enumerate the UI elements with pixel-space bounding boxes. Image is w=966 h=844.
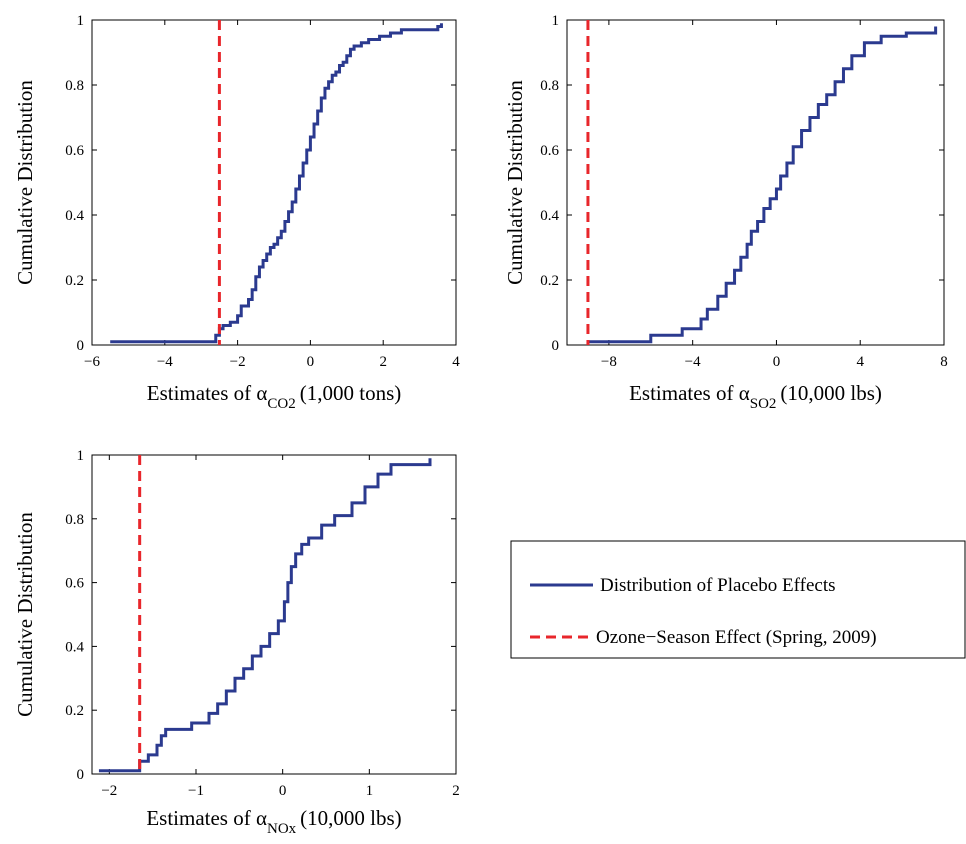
- legend: Distribution of Placebo Effects Ozone−Se…: [510, 540, 966, 659]
- x-tick-label: 0: [773, 354, 781, 370]
- x-axis-title-subscript: CO2: [267, 396, 295, 412]
- plot-frame: [91, 19, 457, 346]
- x-tick-label: 2: [452, 783, 460, 799]
- x-tick-label: 8: [940, 354, 948, 370]
- y-tick-label: 0.2: [65, 703, 84, 719]
- placebo-cdf-line: [587, 26, 938, 344]
- y-tick-label: 1: [77, 448, 85, 464]
- x-tick-label: 2: [379, 354, 387, 370]
- x-axis-title-suffix: (1,000 tons): [300, 381, 402, 405]
- y-tick-label: 0.8: [540, 78, 559, 94]
- x-axis-title-subscript: SO2: [750, 396, 777, 412]
- nox-panel: −2 −1 0 1 2 0 0.2 0.4 0.6 0.8 1 Estimates of αNOx (1…: [13, 448, 460, 837]
- x-axis-title: Estimates of αCO2 (1,000 tons): [147, 381, 402, 412]
- y-tick-label: 0.4: [65, 208, 84, 224]
- y-tick-label: 0.6: [65, 143, 84, 159]
- plot-frame: [91, 454, 457, 775]
- y-tick-label: 0.6: [65, 576, 84, 592]
- so2-panel: −8 −4 0 4 8 0 0.2 0.4 0.6 0.8 1 Estimates of αSO2 (1…: [503, 13, 948, 412]
- y-axis-title: Cumulative Distribution: [13, 80, 37, 285]
- y-axis-title: Cumulative Distribution: [503, 80, 527, 285]
- x-axis-title-subscript: NOx: [267, 821, 297, 837]
- y-axis-title: Cumulative Distribution: [13, 512, 37, 717]
- x-tick-label: 4: [856, 354, 864, 370]
- x-tick-label: 0: [307, 354, 315, 370]
- x-tick-label: −1: [188, 783, 204, 799]
- x-tick-label: −6: [84, 354, 100, 370]
- y-tick-label: 0.8: [65, 78, 84, 94]
- x-tick-label: −2: [230, 354, 246, 370]
- x-tick-label: −8: [601, 354, 617, 370]
- y-tick-label: 0.4: [65, 639, 84, 655]
- x-tick-label: −4: [685, 354, 701, 370]
- y-tick-label: 1: [77, 13, 85, 29]
- x-tick-label: −2: [101, 783, 117, 799]
- x-tick-label: 4: [452, 354, 460, 370]
- x-tick-label: −4: [157, 354, 173, 370]
- x-axis-title-prefix: Estimates of α: [147, 381, 268, 405]
- y-tick-label: 1: [552, 13, 560, 29]
- y-tick-label: 0: [77, 338, 85, 354]
- x-axis-title-prefix: Estimates of α: [146, 806, 267, 830]
- y-tick-label: 0: [552, 338, 560, 354]
- x-tick-label: 1: [366, 783, 374, 799]
- y-tick-label: 0.4: [540, 208, 559, 224]
- x-axis-title-suffix: (10,000 lbs): [300, 806, 402, 830]
- placebo-cdf-line: [98, 458, 432, 773]
- co2-panel: −6 −4 −2 0 2 4 0 0.2 0.4 0.6 0.8 1 Estimates of αCO2…: [13, 13, 460, 412]
- plot-frame: [566, 19, 945, 346]
- x-axis-title: Estimates of αNOx (10,000 lbs): [146, 806, 401, 837]
- y-tick-label: 0.6: [540, 143, 559, 159]
- y-tick-label: 0.8: [65, 512, 84, 528]
- x-axis-title-prefix: Estimates of α: [629, 381, 750, 405]
- legend-label-placebo: Distribution of Placebo Effects: [600, 575, 836, 596]
- legend-label-ozone: Ozone−Season Effect (Spring, 2009): [596, 627, 877, 648]
- y-tick-label: 0.2: [65, 273, 84, 289]
- placebo-cdf-line: [110, 23, 443, 344]
- x-axis-title: Estimates of αSO2 (10,000 lbs): [629, 381, 882, 412]
- y-tick-label: 0.2: [540, 273, 559, 289]
- x-axis-title-suffix: (10,000 lbs): [780, 381, 882, 405]
- y-tick-label: 0: [77, 767, 85, 783]
- x-tick-label: 0: [279, 783, 287, 799]
